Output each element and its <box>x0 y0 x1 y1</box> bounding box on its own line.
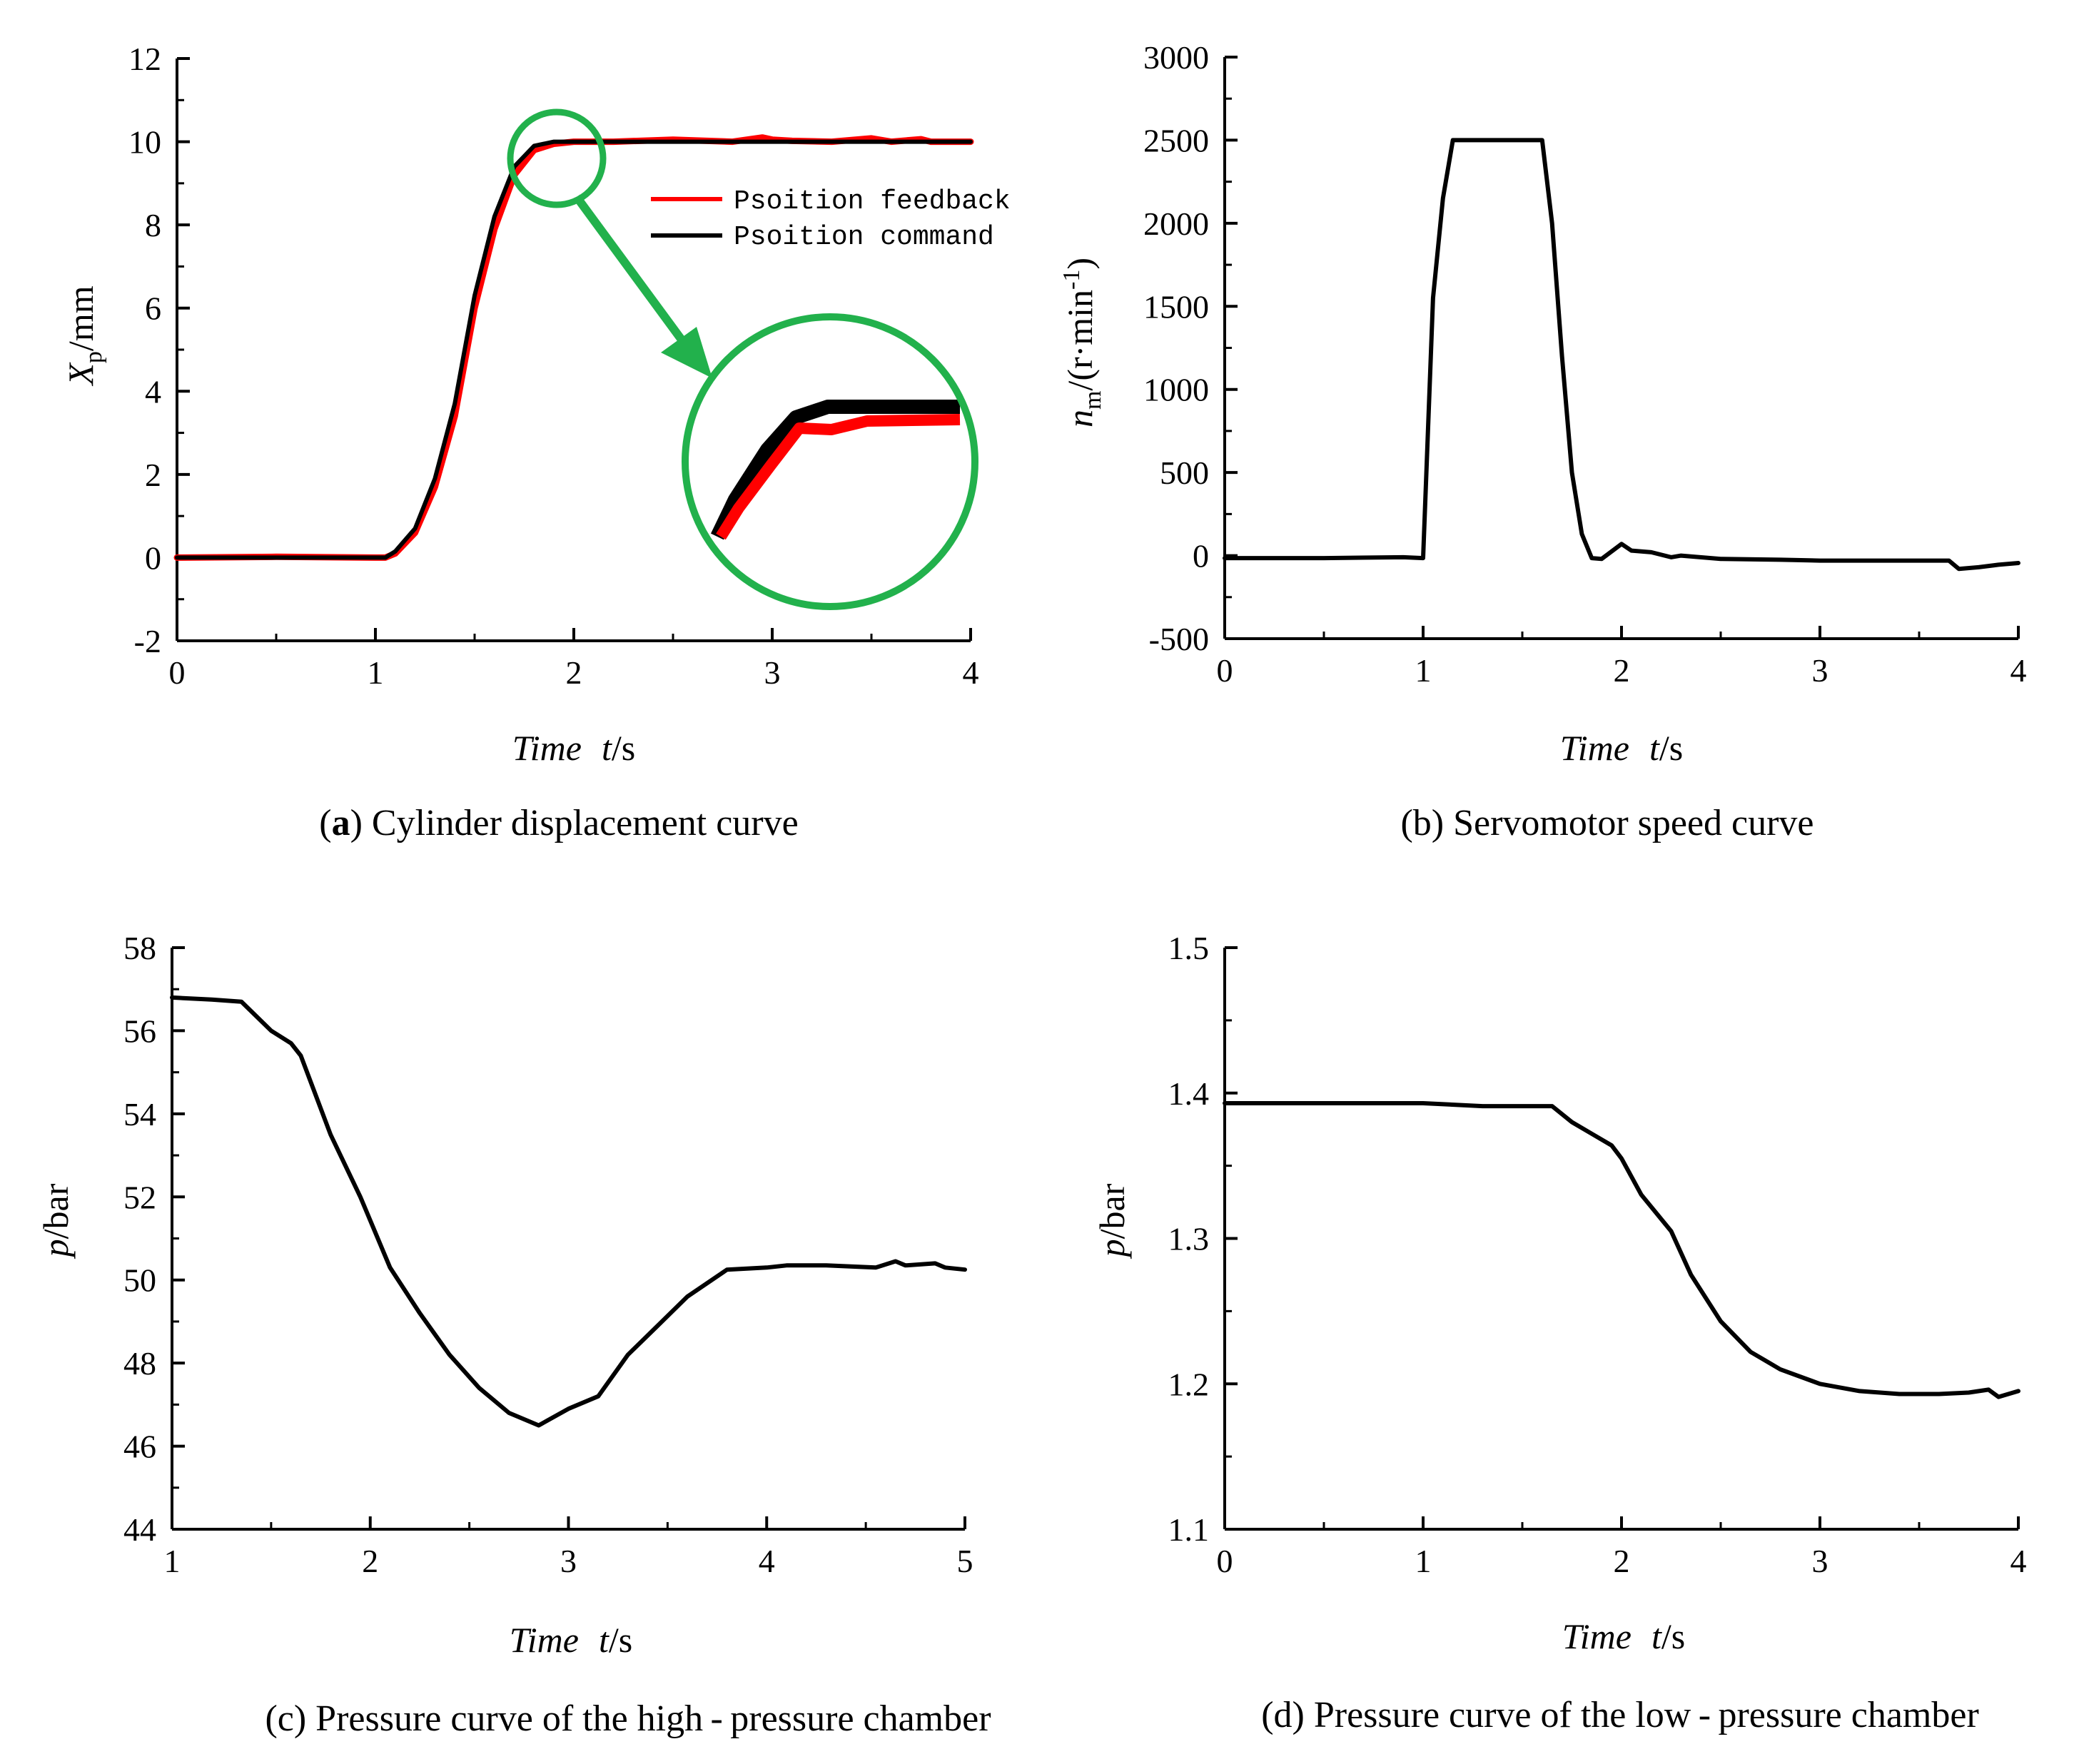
y-tick-label: 1.4 <box>1168 1075 1210 1112</box>
y-tick-label: 10 <box>128 124 161 161</box>
legend-feedback-label: Psoition feedback <box>734 186 1011 217</box>
legend-command-label: Psoition command <box>734 222 994 253</box>
panel-c-xlabel: Time t/s <box>510 1620 633 1660</box>
panel-b-xlabel: Time t/s <box>1560 728 1684 768</box>
y-tick-label: 56 <box>123 1013 156 1049</box>
panel-b-caption: (b) Servomotor speed curve <box>1400 803 1814 843</box>
y-tick-label: 2500 <box>1143 122 1209 158</box>
x-tick-label: 5 <box>957 1543 973 1579</box>
x-tick-label: 2 <box>566 654 582 691</box>
y-tick-label: 3000 <box>1143 39 1209 76</box>
x-tick-label: 0 <box>169 654 186 691</box>
panel-c-data <box>170 995 967 1428</box>
y-tick-label: -500 <box>1149 621 1209 657</box>
y-tick-label: 0 <box>1193 538 1209 574</box>
panel-d-caption: (d) Pressure curve of the low - pressure… <box>1261 1695 1979 1735</box>
x-tick-label: 3 <box>560 1543 577 1579</box>
zoom-inset <box>710 400 961 540</box>
y-tick-label: 500 <box>1160 455 1209 491</box>
y-tick-label: 50 <box>123 1262 156 1299</box>
x-tick-label: 3 <box>1812 1543 1828 1579</box>
y-tick-label: 1.1 <box>1168 1511 1210 1548</box>
y-tick-label: 8 <box>145 207 161 243</box>
y-tick-label: 2 <box>145 457 161 493</box>
panel-c-ylabel: p/bar <box>36 1183 76 1259</box>
zoom-inset-circle <box>682 313 978 610</box>
x-tick-label: 4 <box>2010 1543 2027 1579</box>
y-tick-label: 0 <box>145 539 161 576</box>
y-tick-label: -2 <box>134 623 161 659</box>
y-tick-label: 44 <box>123 1511 156 1548</box>
x-tick-label: 1 <box>164 1543 181 1579</box>
zoom-feedback-line <box>716 414 961 540</box>
y-tick-label: 1500 <box>1143 288 1209 325</box>
panel-c-ticks: 1 2 3 4 5 44 46 48 50 52 54 56 58 <box>123 930 973 1579</box>
y-tick-label: 54 <box>123 1096 156 1132</box>
panel-d-xlabel: Time t/s <box>1562 1616 1686 1656</box>
zoom-arrow-head <box>661 327 712 378</box>
y-tick-label: 6 <box>145 290 161 327</box>
y-tick-label: 52 <box>123 1179 156 1215</box>
panel-d-ylabel: p/bar <box>1092 1183 1132 1259</box>
y-tick-label: 58 <box>123 930 156 966</box>
x-tick-label: 1 <box>1415 652 1432 689</box>
series-line-speed <box>1223 138 2020 572</box>
panel-d-data <box>1223 1101 2020 1399</box>
panel-a-xlabel: Time t/s <box>512 728 636 768</box>
zoom-arrow-shaft <box>573 194 691 350</box>
chart-panel-d: 0 1 2 3 4 1.1 1.2 1.3 1.4 1.5 Time t/s p/bar (d) P… <box>1092 930 2027 1735</box>
x-tick-label: 2 <box>1614 1543 1630 1579</box>
y-tick-label: 1.5 <box>1168 930 1210 966</box>
x-tick-label: 3 <box>764 654 781 691</box>
panel-c-caption: (c) Pressure curve of the high - pressur… <box>265 1698 991 1739</box>
panel-a-legend: Psoition feedback Psoition command <box>651 186 1011 253</box>
panel-b-ylabel: nm/(r·min-1) <box>1058 258 1106 427</box>
panel-b-data <box>1223 138 2020 572</box>
series-line-high-pressure <box>170 995 967 1428</box>
x-tick-label: 1 <box>1415 1543 1432 1579</box>
chart-panel-c: 1 2 3 4 5 44 46 48 50 52 54 56 58 Time t/s p/bar (c) … <box>36 930 991 1739</box>
y-tick-label: 1.3 <box>1168 1221 1210 1257</box>
series-line-psoition-command <box>175 139 973 560</box>
y-tick-label: 1000 <box>1143 372 1209 408</box>
y-tick-label: 1.2 <box>1168 1366 1210 1402</box>
y-tick-label: 12 <box>128 41 161 77</box>
panel-d-ticks: 0 1 2 3 4 1.1 1.2 1.3 1.4 1.5 <box>1168 930 2027 1579</box>
x-tick-label: 2 <box>1614 652 1630 689</box>
x-tick-label: 0 <box>1217 652 1233 689</box>
x-tick-label: 2 <box>362 1543 378 1579</box>
panel-a-data <box>173 134 974 561</box>
x-tick-label: 4 <box>2010 652 2027 689</box>
x-tick-label: 1 <box>368 654 384 691</box>
zoom-command-line <box>710 400 960 540</box>
series-line-low-pressure <box>1223 1101 2020 1399</box>
panel-a-caption: (a) Cylinder displacement curve <box>319 803 798 843</box>
zoom-annotation <box>507 108 978 610</box>
y-tick-label: 46 <box>123 1429 156 1465</box>
y-tick-label: 2000 <box>1143 206 1209 242</box>
x-tick-label: 4 <box>759 1543 775 1579</box>
y-tick-label: 48 <box>123 1345 156 1382</box>
x-tick-label: 4 <box>963 654 979 691</box>
panel-a-ylabel: Xp/mm <box>61 285 107 386</box>
y-tick-label: 4 <box>145 373 161 410</box>
x-tick-label: 3 <box>1812 652 1828 689</box>
zoom-source-circle <box>507 108 607 208</box>
x-tick-label: 0 <box>1217 1543 1233 1579</box>
